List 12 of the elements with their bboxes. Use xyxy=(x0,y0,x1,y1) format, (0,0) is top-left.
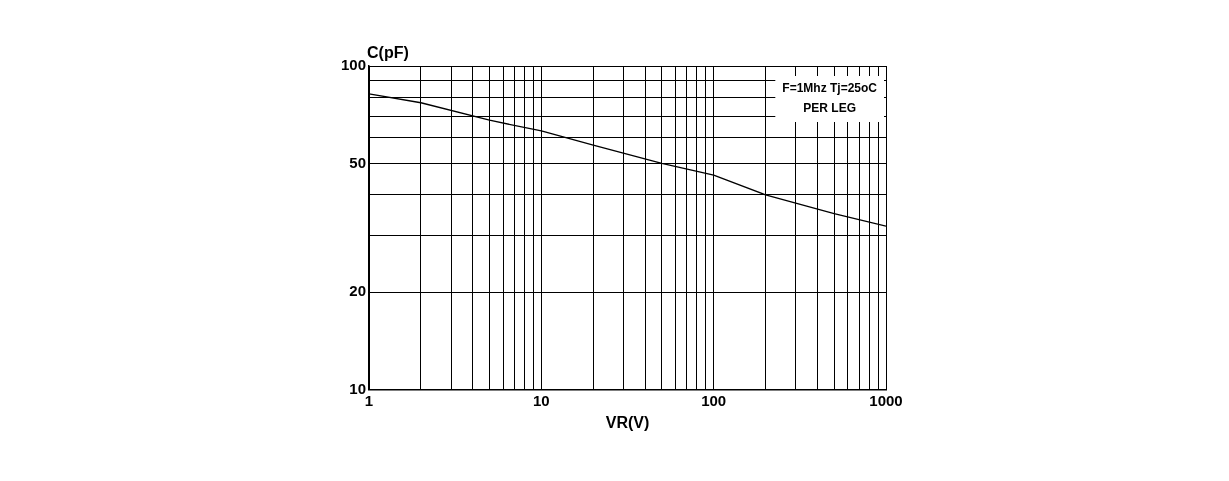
x-tick-label: 100 xyxy=(701,391,727,409)
annotation: F=1Mhz Tj=25oC xyxy=(782,81,878,96)
x-tick-label: 1000 xyxy=(869,391,903,409)
y-tick-label: 20 xyxy=(349,282,367,300)
y-axis-title: C(pF) xyxy=(367,44,409,62)
y-tick-label: 50 xyxy=(349,153,367,171)
x-tick-label: 1 xyxy=(364,391,374,409)
y-tick-label: 10 xyxy=(349,379,367,397)
annotation: PER LEG xyxy=(803,101,856,116)
y-tick-label: 100 xyxy=(341,56,367,74)
x-tick-label: 10 xyxy=(533,391,550,409)
x-axis-title: VR(V) xyxy=(605,413,650,431)
